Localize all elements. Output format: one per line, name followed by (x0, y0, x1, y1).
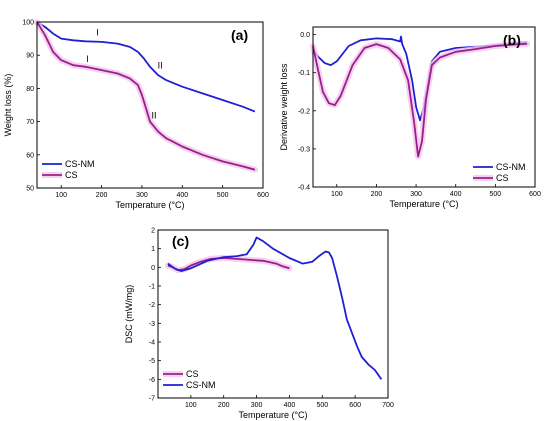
y-axis-label: Weight loss (%) (3, 74, 13, 137)
series-glow-cs (310, 40, 531, 160)
chart-panel-3: 100 200 300 400 500 600 700 -7 -6 -5 -4 -3 -2 -1 0 1 2 Te… (124, 228, 394, 421)
panel-label: (c) (172, 233, 189, 249)
y-tick-label: 70 (26, 119, 34, 126)
x-tick-label: 100 (55, 192, 67, 199)
legend-label-cs: CS (65, 170, 78, 180)
y-tick-label: -0.3 (298, 146, 310, 153)
chart-panel-2: 100 200 300 400 500 600 0.0 -0.1 -0.2 -0.3 -0.4 Tem… (279, 26, 541, 209)
y-tick-label: 0 (151, 265, 155, 272)
y-tick-label: -6 (149, 377, 155, 384)
series-line-cs (36, 21, 256, 171)
y-axis-label: DSC (mW/mg) (124, 285, 134, 344)
y-tick-label: -0.1 (298, 70, 310, 77)
y-tick-label: 80 (26, 86, 34, 93)
y-tick-label: -0.4 (298, 185, 310, 192)
y-tick-label: -7 (149, 396, 155, 403)
x-tick-label: 100 (185, 402, 197, 409)
y-tick-label: 2 (151, 228, 155, 235)
chart-panel-1: 100 200 300 400 500 600 50 60 70 80 90 100 Temperatu… (3, 19, 269, 210)
annotation-label: II (158, 60, 163, 70)
y-tick-label: 50 (26, 186, 34, 193)
x-tick-label: 300 (136, 192, 148, 199)
x-tick-label: 700 (382, 402, 394, 409)
plot-frame (36, 21, 264, 189)
series-line-cs-nm (36, 21, 256, 113)
x-axis-label: Temperature (°C) (115, 200, 184, 210)
series-line-cs-nm (167, 236, 383, 380)
x-tick-label: 100 (331, 191, 343, 198)
y-axis-label: Derivative weight loss (279, 63, 289, 151)
y-tick-label: 0.0 (300, 32, 310, 39)
x-tick-label: 500 (490, 191, 502, 198)
x-axis-label: Temperature (°C) (389, 199, 458, 209)
annotation-label: I (96, 27, 99, 37)
y-tick-label: -3 (149, 321, 155, 328)
y-tick-label: -4 (149, 340, 155, 347)
legend-label-cs-nm: CS-NM (496, 162, 526, 172)
plot-frame (157, 229, 389, 399)
x-tick-label: 200 (371, 191, 383, 198)
x-tick-label: 400 (176, 192, 188, 199)
y-tick-label: 60 (26, 152, 34, 159)
series-line-cs-nm (312, 35, 528, 122)
x-tick-label: 600 (257, 192, 269, 199)
y-tick-label: -0.2 (298, 108, 310, 115)
y-tick-label: 100 (22, 20, 34, 27)
y-tick-label: -5 (149, 358, 155, 365)
series-glow-cs (34, 19, 258, 173)
x-tick-label: 300 (251, 402, 263, 409)
panel-label: (a) (231, 27, 248, 43)
x-tick-label: 500 (316, 402, 328, 409)
legend-label-cs-nm: CS-NM (65, 159, 95, 169)
annotation-label: II (152, 110, 157, 120)
x-axis-label: Temperature (°C) (238, 410, 307, 420)
x-tick-label: 500 (217, 192, 229, 199)
legend-label-cs-nm: CS-NM (186, 380, 216, 390)
legend-label-cs: CS (496, 173, 509, 183)
x-tick-label: 600 (529, 191, 541, 198)
y-tick-label: -1 (149, 284, 155, 291)
annotation-label: I (86, 54, 89, 64)
x-tick-label: 200 (96, 192, 108, 199)
y-tick-label: 90 (26, 53, 34, 60)
x-tick-label: 300 (410, 191, 422, 198)
legend-label-cs: CS (186, 369, 199, 379)
panel-label: (b) (503, 32, 521, 48)
y-tick-label: 1 (151, 246, 155, 253)
x-tick-label: 200 (218, 402, 230, 409)
y-tick-label: -2 (149, 302, 155, 309)
x-tick-label: 400 (450, 191, 462, 198)
x-tick-label: 400 (284, 402, 296, 409)
series-line-cs (312, 42, 528, 158)
plot-frame (312, 26, 536, 188)
x-tick-label: 600 (349, 402, 361, 409)
